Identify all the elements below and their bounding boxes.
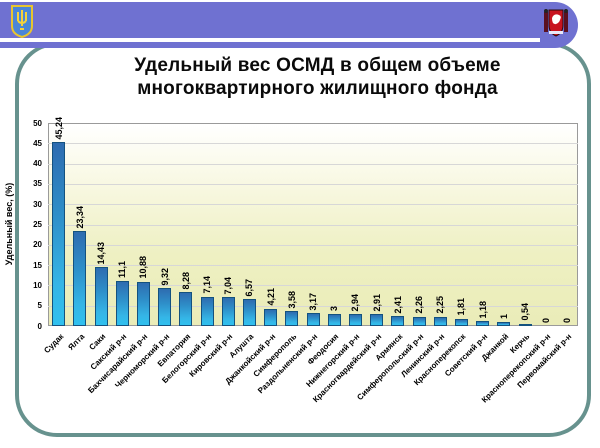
bar-value-label: 2,41: [392, 295, 403, 314]
bar: [454, 318, 468, 326]
bar-value-label: 4,21: [265, 288, 276, 306]
bar-value-label: 2,26: [414, 296, 424, 314]
bar-value-label: 3: [329, 305, 340, 311]
bar-value-label: 14,43: [96, 241, 106, 265]
gridline: [48, 224, 578, 226]
y-tick-label: 35: [33, 179, 42, 189]
y-tick-label: 30: [33, 199, 42, 209]
bar: [518, 323, 532, 326]
bar: [115, 280, 129, 326]
bar: [497, 321, 511, 326]
bar-value-label: 2,25: [435, 296, 446, 314]
bar: [412, 316, 426, 326]
ukraine-trident-icon: [11, 5, 33, 38]
y-tick-label: 15: [33, 260, 42, 270]
slide-title-line1: Удельный вес ОСМД в общем объеме: [134, 55, 501, 76]
y-tick-label: 45: [33, 138, 42, 148]
bar-value-label: 3,58: [286, 290, 297, 309]
bar: [179, 292, 193, 326]
bar-value-label: 1,18: [477, 300, 488, 319]
gridline: [48, 285, 578, 287]
bar-value-label: 2,94: [350, 293, 361, 312]
bar-value-label: 1: [498, 313, 509, 319]
bar: [348, 314, 362, 326]
bar-value-label: 9,32: [159, 267, 170, 286]
y-tick-label: 10: [33, 280, 42, 290]
bar: [136, 281, 150, 326]
header-stripe: [0, 38, 540, 42]
bar-value-label: 10,88: [138, 256, 149, 279]
bar: [433, 316, 447, 326]
bar-value-label: 2,91: [371, 293, 382, 312]
gridline: [48, 143, 578, 145]
bar-value-label: 6,57: [244, 278, 255, 297]
y-tick-label: 20: [33, 240, 42, 250]
y-tick-label: 0: [37, 321, 42, 331]
bar-value-label: 45,24: [53, 116, 64, 140]
gridline: [48, 183, 578, 185]
slide-title: Удельный вес ОСМД в общем объеме многокв…: [45, 54, 590, 100]
bar: [73, 231, 87, 326]
bar-value-label: 3,17: [308, 292, 318, 311]
gridline: [48, 204, 578, 206]
gridline: [48, 163, 578, 165]
slide-title-line2: многоквартирного жилищного фонда: [137, 78, 498, 99]
gridline: [48, 265, 578, 267]
bar: [285, 311, 299, 326]
gridline: [48, 244, 578, 246]
bar: [94, 267, 108, 326]
gridline: [48, 305, 578, 307]
bar: [306, 313, 320, 326]
bar: [52, 142, 66, 326]
bar: [391, 316, 405, 326]
bar-value-label: 0: [541, 317, 552, 323]
bar-value-label: 11,1: [117, 260, 128, 278]
bar: [264, 308, 278, 326]
y-tick-label: 50: [33, 118, 42, 128]
bar: [158, 288, 172, 326]
bar-value-label: 7,14: [202, 276, 212, 295]
y-tick-label: 5: [37, 301, 42, 311]
bar-value-label: 7,04: [223, 276, 234, 295]
bar: [242, 299, 256, 326]
bar-value-label: 23,34: [74, 205, 85, 229]
bar: [476, 321, 490, 326]
bar-value-label: 0: [562, 317, 573, 323]
bar: [200, 297, 214, 326]
y-tick-label: 40: [33, 159, 42, 169]
bar: [221, 297, 235, 326]
bar-value-label: 0,54: [520, 303, 530, 321]
bar: [327, 313, 341, 326]
y-tick-label: 25: [33, 220, 42, 229]
crimea-coat-of-arms-icon: [544, 9, 568, 37]
bar-value-label: 8,28: [180, 271, 191, 290]
bar-value-label: 1,81: [456, 298, 467, 316]
bar: [370, 314, 384, 326]
